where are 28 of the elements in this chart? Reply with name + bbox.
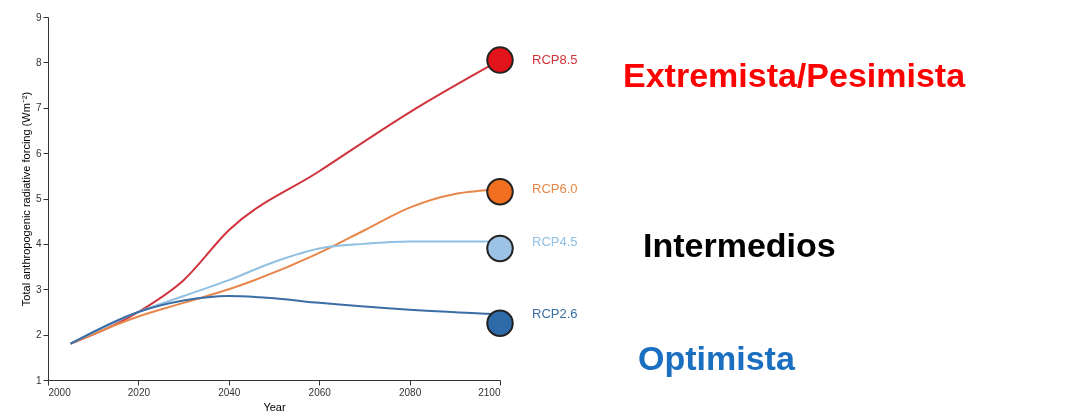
text: Intermedios	[643, 226, 836, 264]
point	[486, 309, 514, 337]
y-tick-label: 2	[35, 329, 42, 341]
y-tick-label: 3	[35, 283, 42, 295]
point	[486, 234, 514, 263]
point	[486, 46, 514, 74]
y-tick-label: 9	[35, 11, 42, 23]
text: RCP8.5	[532, 52, 578, 68]
x-tick-label: 2020	[127, 386, 151, 398]
point	[486, 177, 514, 206]
x-axis-title: Year	[263, 400, 286, 413]
y-tick-label: 8	[35, 56, 42, 68]
text: Extremista/Pesimista	[623, 56, 967, 94]
text: RCP6.0	[532, 181, 578, 197]
y-tick-label: 1	[35, 374, 42, 386]
y-tick-label: 4	[35, 238, 42, 250]
x-tick-label: 2100	[478, 386, 501, 398]
text: RCP2.6	[532, 306, 578, 322]
x-tick-label: 2040	[218, 386, 241, 398]
x-tick-label: 2060	[308, 386, 332, 398]
y-tick-label: 7	[35, 102, 42, 114]
text: Optimista	[638, 339, 796, 377]
x-tick-label: 2080	[398, 386, 422, 398]
y-tick-label: 6	[35, 147, 42, 159]
text: RCP4.5	[532, 233, 578, 249]
x-tick-label: 2000	[48, 386, 72, 398]
y-tick-label: 5	[35, 193, 42, 204]
y-axis-title: Total anthropogenic radiative forcing (Wm⁻²)	[19, 91, 32, 307]
